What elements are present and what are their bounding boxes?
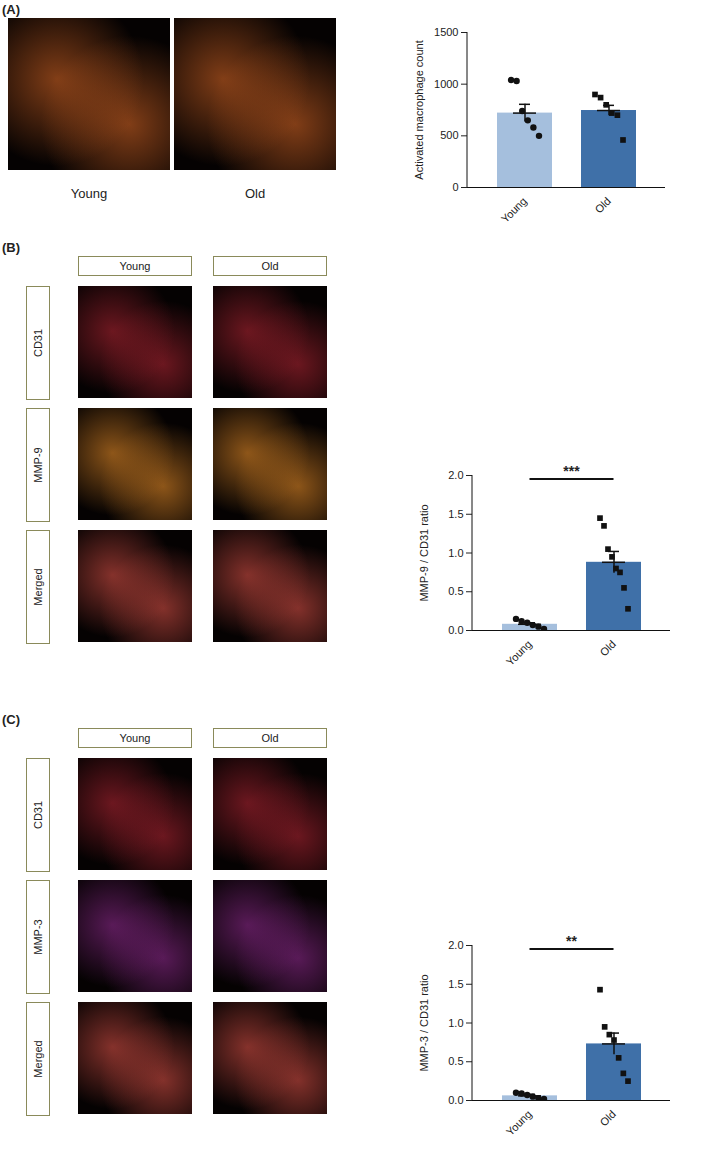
html-text:(B): (B) (2, 240, 20, 255)
html-text:(A): (A) (2, 2, 20, 17)
svg-text:1.5: 1.5 (448, 978, 463, 990)
svg-text:2.0: 2.0 (448, 469, 463, 481)
svg-text:2.0: 2.0 (448, 939, 463, 951)
svg-text:1.5: 1.5 (448, 508, 463, 520)
svg-text:1.0: 1.0 (448, 1017, 463, 1029)
svg-text:Old: Old (597, 1108, 618, 1129)
svg-text:0.5: 0.5 (448, 1055, 463, 1067)
svg-text:Old: Old (592, 195, 613, 216)
html-text:Young: Young (119, 732, 151, 744)
html-text:Old: Old (261, 732, 279, 744)
svg-text:**: ** (566, 933, 577, 949)
html-text:MMP-3: MMP-3 (32, 919, 44, 955)
html-text:MMP-9: MMP-9 (32, 447, 44, 483)
html-text:Old: Old (244, 186, 266, 201)
svg-text:Young: Young (504, 1108, 534, 1138)
svg-text:1000: 1000 (434, 78, 458, 90)
html-text:Young: Young (70, 186, 108, 201)
html-text:Old: Old (261, 260, 279, 272)
html-text:Merged: Merged (32, 568, 44, 606)
svg-text:0: 0 (452, 181, 458, 193)
html-text:Merged: Merged (32, 1040, 44, 1078)
svg-text:0.0: 0.0 (448, 624, 463, 636)
html-text:CD31: CD31 (32, 328, 44, 358)
svg-text:0.5: 0.5 (448, 585, 463, 597)
svg-text:1.0: 1.0 (448, 547, 463, 559)
svg-text:Young: Young (499, 195, 529, 225)
svg-text:500: 500 (440, 129, 458, 141)
html-text:(C): (C) (2, 712, 20, 727)
svg-text:0.0: 0.0 (448, 1094, 463, 1106)
svg-text:***: *** (563, 463, 580, 479)
html-text:CD31: CD31 (32, 800, 44, 830)
svg-text:1500: 1500 (434, 26, 458, 38)
svg-text:Old: Old (597, 638, 618, 659)
svg-text:Activated macrophage count: Activated macrophage count (413, 40, 425, 179)
svg-text:Young: Young (504, 638, 534, 668)
svg-text:MMP-9 / CD31 ratio: MMP-9 / CD31 ratio (418, 504, 430, 601)
html-text:Young: Young (119, 260, 151, 272)
svg-text:MMP-3 / CD31 ratio: MMP-3 / CD31 ratio (418, 974, 430, 1071)
